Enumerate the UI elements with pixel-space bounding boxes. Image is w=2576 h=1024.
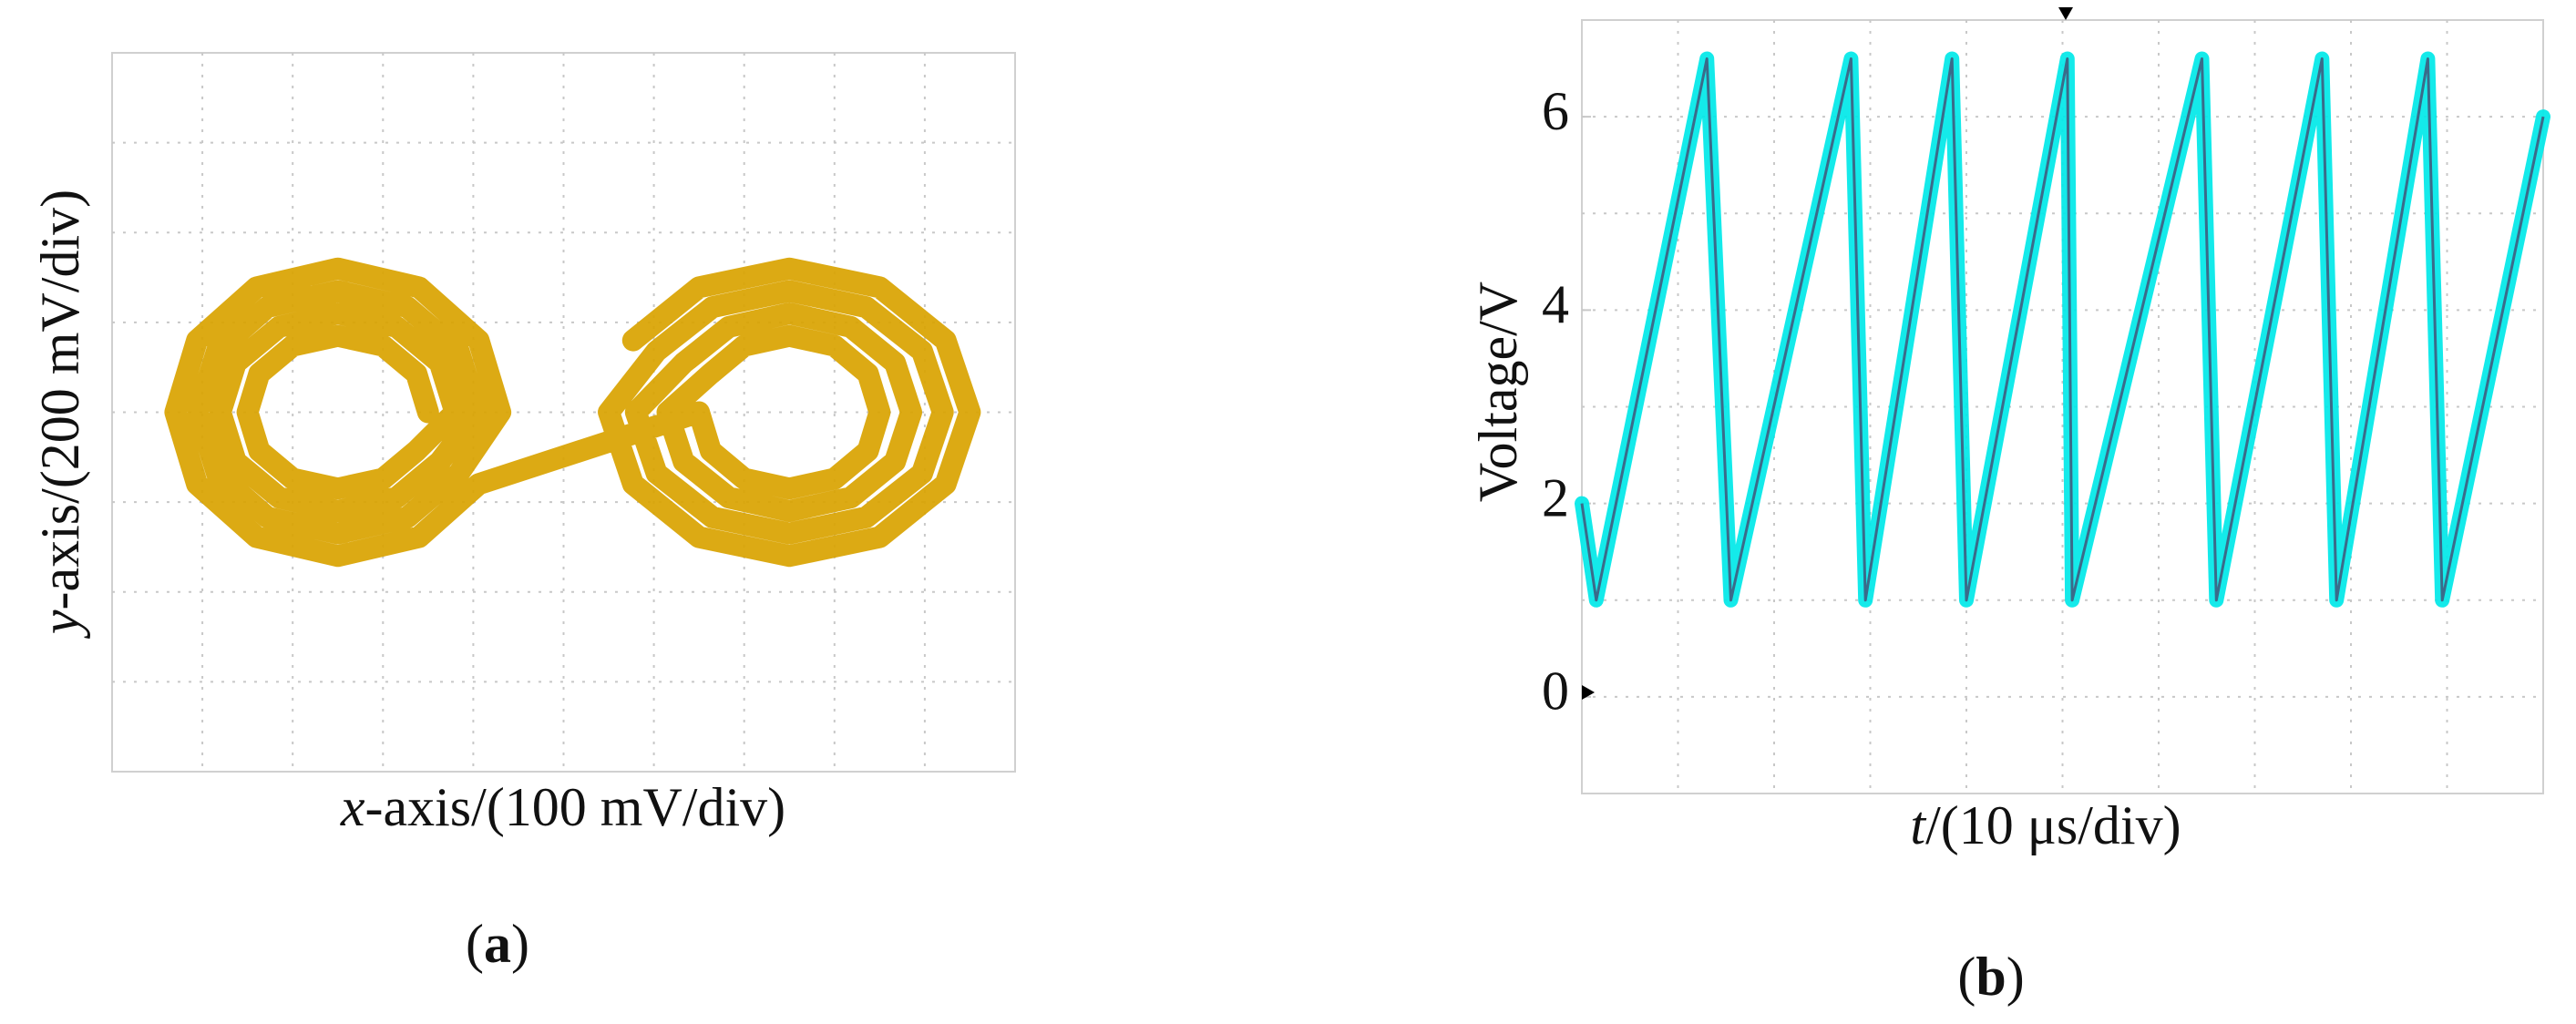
x-axis-text: /(10 μs/div) (1925, 795, 2181, 855)
caption-part: b (1976, 947, 2006, 1007)
ground-marker (1582, 685, 1595, 700)
y-axis-label: Voltage/V (1468, 282, 1528, 502)
panel: x-axis/(100 mV/div) y-axis/(200 mV/div) (a… (30, 52, 1016, 974)
y-axis-var: y (30, 609, 90, 640)
panel-caption: (b) (1957, 947, 2024, 1007)
caption-part: ) (2006, 947, 2025, 1007)
panel: 0 2 4 6 t/(10 μs/div) Voltage/V (b) (1468, 19, 2550, 1007)
caption-part: ) (511, 914, 529, 974)
y-tick-label: 6 (1542, 81, 1569, 141)
y-axis-text: -axis/(200 mV/div) (30, 189, 90, 610)
x-axis-text: -axis/(100 mV/div) (365, 777, 786, 837)
x-axis-label: x-axis/(100 mV/div) (340, 777, 785, 837)
y-tick-label: 0 (1542, 661, 1569, 722)
caption-part: ( (1957, 947, 1976, 1007)
panel-caption: (a) (466, 914, 529, 974)
y-axis-label: y-axis/(200 mV/div) (30, 189, 90, 640)
y-axis-text: Voltage/V (1468, 282, 1528, 502)
trigger-marker (2058, 7, 2073, 20)
trace (164, 257, 981, 568)
y-tick-label: 4 (1542, 274, 1569, 334)
x-axis-label: t/(10 μs/div) (1910, 795, 2181, 855)
trace-core (1580, 57, 2545, 602)
x-axis-var: x (340, 777, 365, 837)
caption-part: ( (466, 914, 484, 974)
caption-part: a (484, 914, 511, 974)
y-tick-label: 2 (1542, 467, 1569, 527)
x-axis-var: t (1910, 795, 1926, 855)
